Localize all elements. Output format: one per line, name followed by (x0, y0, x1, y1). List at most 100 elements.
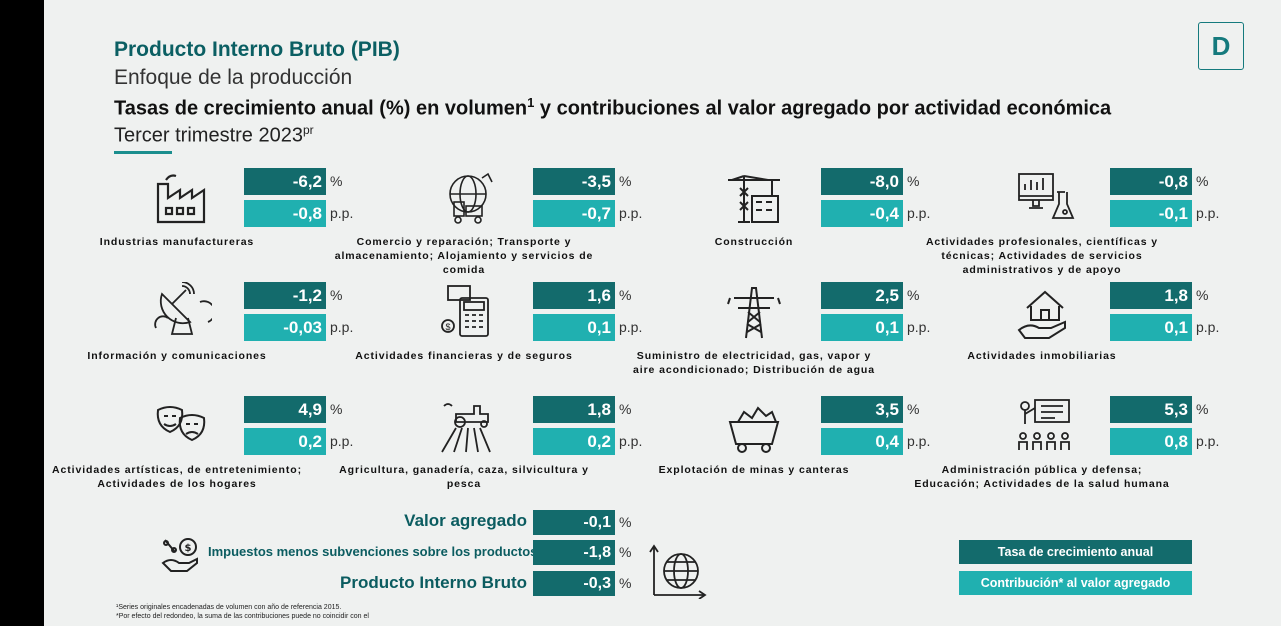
page-heading: Tasas de crecimiento anual (%) en volume… (114, 95, 1111, 121)
valor-agregado-value: -0,1 (533, 510, 615, 535)
activity-rate-unit: % (907, 173, 920, 189)
satellite-dish-icon (154, 282, 212, 335)
activity-contribution-unit: p.p. (1196, 319, 1220, 335)
activity-label: Actividades artísticas, de entretenimien… (52, 464, 302, 490)
power-tower-icon (727, 287, 781, 339)
activity-contribution-unit: p.p. (1196, 205, 1220, 221)
computer-lab-icon (1018, 173, 1075, 219)
activity-contribution-unit: p.p. (907, 205, 931, 221)
impuestos-value: -1,8 (533, 540, 615, 565)
globe-chart-icon (649, 544, 707, 599)
activity-contribution: 0,1 (821, 314, 903, 341)
activity-rate-unit: % (330, 173, 343, 189)
activity-rate: 1,8 (1110, 282, 1192, 309)
legend-contribution: Contribución* al valor agregado (959, 571, 1192, 595)
theater-masks-icon (156, 406, 206, 442)
activity-label: Actividades profesionales, científicas y… (925, 236, 1159, 276)
period-text: Tercer trimestre 2023 (114, 124, 303, 147)
activity-contribution-unit: p.p. (330, 319, 354, 335)
valor-agregado-label: Valor agregado (404, 511, 527, 530)
activity-rate: 1,6 (533, 282, 615, 309)
activity-rate-unit: % (330, 401, 343, 417)
activity-rate: 4,9 (244, 396, 326, 423)
activity-contribution-unit: p.p. (619, 433, 643, 449)
activity-contribution: -0,1 (1110, 200, 1192, 227)
activity-contribution: -0,03 (244, 314, 326, 341)
activity-contribution: 0,1 (533, 314, 615, 341)
legend-rate: Tasa de crecimiento anual (959, 540, 1192, 564)
activity-rate-unit: % (330, 287, 343, 303)
activity-contribution: -0,8 (244, 200, 326, 227)
activity-contribution-unit: p.p. (619, 319, 643, 335)
footnote-2: *Por efecto del redondeo, la suma de las… (116, 613, 369, 620)
activity-contribution: 0,2 (244, 428, 326, 455)
activity-rate-unit: % (1196, 287, 1209, 303)
activity-rate: 5,3 (1110, 396, 1192, 423)
valor-agregado-unit: % (619, 514, 632, 530)
svg-text:$: $ (185, 543, 192, 554)
period: Tercer trimestre 2023pr (114, 123, 314, 148)
activity-contribution-unit: p.p. (907, 433, 931, 449)
activity-contribution: -0,7 (533, 200, 615, 227)
activity-rate: 1,8 (533, 396, 615, 423)
activity-contribution-unit: p.p. (619, 205, 643, 221)
activity-rate: 2,5 (821, 282, 903, 309)
activity-contribution: 0,4 (821, 428, 903, 455)
activity-rate: -3,5 (533, 168, 615, 195)
activity-rate-unit: % (619, 401, 632, 417)
activity-contribution: -0,4 (821, 200, 903, 227)
pib-label: Producto Interno Bruto (340, 573, 527, 592)
activity-label: Información y comunicaciones (87, 350, 267, 362)
activity-contribution-unit: p.p. (1196, 433, 1220, 449)
crane-icon (728, 175, 780, 223)
impuestos-label: Impuestos menos subvenciones sobre los p… (208, 544, 538, 559)
mine-cart-icon (728, 406, 780, 453)
factory-icon (156, 174, 206, 224)
activity-rate: 3,5 (821, 396, 903, 423)
activity-rate-unit: % (1196, 401, 1209, 417)
activity-contribution: 0,1 (1110, 314, 1192, 341)
heading-superscript: 1 (527, 95, 535, 110)
activity-contribution-unit: p.p. (330, 205, 354, 221)
svg-text:$: $ (445, 322, 450, 332)
activity-label: Industrias manufactureras (99, 236, 255, 248)
calculator-icon: $ (441, 285, 489, 337)
house-hand-icon (1017, 290, 1066, 339)
tractor-field-icon (441, 403, 491, 453)
slide: Producto Interno Bruto (PIB) Enfoque de … (44, 0, 1281, 626)
activity-rate: -0,8 (1110, 168, 1192, 195)
classroom-icon (1018, 399, 1070, 450)
dane-logo-icon: D (1198, 22, 1244, 70)
activity-label: Actividades inmobiliarias (967, 350, 1117, 362)
activity-label: Explotación de minas y canteras (658, 464, 850, 476)
page-subtitle: Enfoque de la producción (114, 66, 353, 89)
activity-rate-unit: % (619, 173, 632, 189)
heading-pre: Tasas de crecimiento anual (%) en volume… (114, 97, 528, 120)
tax-hand-icon: $ (161, 538, 198, 572)
period-superscript: pr (302, 123, 314, 137)
impuestos-unit: % (619, 544, 632, 560)
activity-label: Agricultura, ganadería, caza, silvicultu… (339, 464, 589, 490)
activity-contribution-unit: p.p. (330, 433, 354, 449)
activity-rate-unit: % (907, 401, 920, 417)
activity-rate: -8,0 (821, 168, 903, 195)
page-title: Producto Interno Bruto (PIB) (114, 38, 400, 61)
footnote-1: ¹Series originales encadenadas de volume… (116, 604, 342, 611)
pib-unit: % (619, 575, 632, 591)
activity-label: Actividades financieras y de seguros (355, 350, 573, 362)
activity-contribution: 0,2 (533, 428, 615, 455)
activity-rate: -6,2 (244, 168, 326, 195)
activity-rate-unit: % (1196, 173, 1209, 189)
heading-post: y contribuciones al valor agregado por a… (534, 97, 1112, 120)
activity-label: Construcción (714, 236, 794, 248)
activity-label: Comercio y reparación; Transporte y alma… (334, 236, 594, 276)
title-underline (114, 151, 172, 154)
activity-rate: -1,2 (244, 282, 326, 309)
commerce-globe-icon (449, 172, 493, 224)
pib-value: -0,3 (533, 571, 615, 596)
activity-label: Suministro de electricidad, gas, vapor y… (633, 350, 875, 376)
activity-rate-unit: % (619, 287, 632, 303)
activity-label: Administración pública y defensa; Educac… (914, 464, 1170, 490)
activity-contribution: 0,8 (1110, 428, 1192, 455)
activity-rate-unit: % (907, 287, 920, 303)
